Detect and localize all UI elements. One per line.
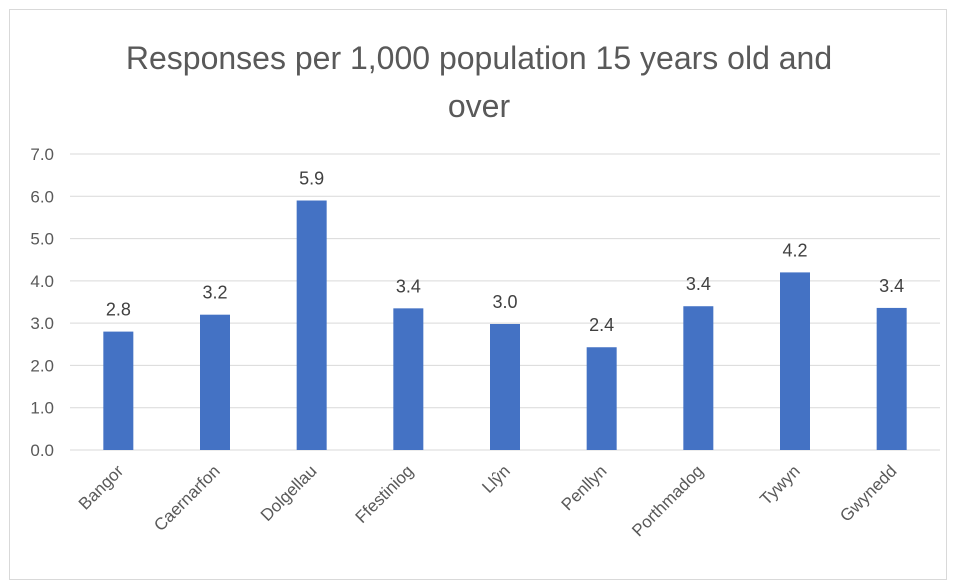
data-label: 4.2 [782,240,807,260]
bar [296,200,327,450]
data-label: 2.4 [589,315,614,335]
bar [683,306,714,450]
category-label: Tywyn [756,461,804,509]
y-tick-label: 3.0 [30,314,54,333]
bar [780,272,810,450]
bar [876,307,907,450]
chart-title-line-2: over [447,88,511,124]
category-label: Penllyn [558,461,611,514]
category-label: Bangor [75,461,127,513]
bar [490,323,520,450]
data-label: 3.4 [686,274,711,294]
bar [200,314,230,450]
y-tick-label: 1.0 [30,399,54,418]
data-label: 3.0 [492,292,517,312]
y-tick-label: 2.0 [30,356,54,375]
category-label: Gwynedd [836,461,900,525]
data-label: 3.2 [202,283,227,303]
bar [103,331,134,450]
category-label: Caernarfon [150,461,224,535]
data-label: 5.9 [299,169,324,189]
bar-chart: 0.0 1.0 2.0 3.0 4.0 5.0 6.0 7.0 2.8 Bangor 3.2 Caer… [30,145,940,540]
y-tick-label: 6.0 [30,187,54,206]
category-label: Dolgellau [257,461,321,525]
bar [586,347,617,450]
data-label: 2.8 [106,300,131,320]
category-label: Porthmadog [628,461,707,540]
chart-frame: Responses per 1,000 population 15 years … [9,9,947,580]
category-label: Llŷn [478,461,513,496]
y-tick-label: 4.0 [30,272,54,291]
y-tick-label: 0.0 [30,441,54,460]
y-tick-label: 7.0 [30,145,54,164]
category-label: Ffestiniog [352,461,418,527]
bar [393,308,424,450]
data-label: 3.4 [396,276,421,296]
chart-title: Responses per 1,000 population 15 years … [10,34,948,130]
chart-title-line-1: Responses per 1,000 population 15 years … [125,40,833,76]
data-label: 3.4 [879,276,904,296]
y-tick-label: 5.0 [30,230,54,249]
